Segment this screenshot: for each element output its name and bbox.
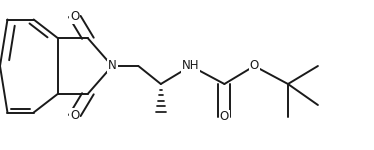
Text: O: O	[220, 111, 229, 123]
Text: O: O	[70, 109, 79, 122]
Text: O: O	[250, 60, 259, 72]
Text: O: O	[70, 10, 79, 23]
Text: NH: NH	[182, 60, 199, 72]
Text: N: N	[108, 60, 117, 72]
